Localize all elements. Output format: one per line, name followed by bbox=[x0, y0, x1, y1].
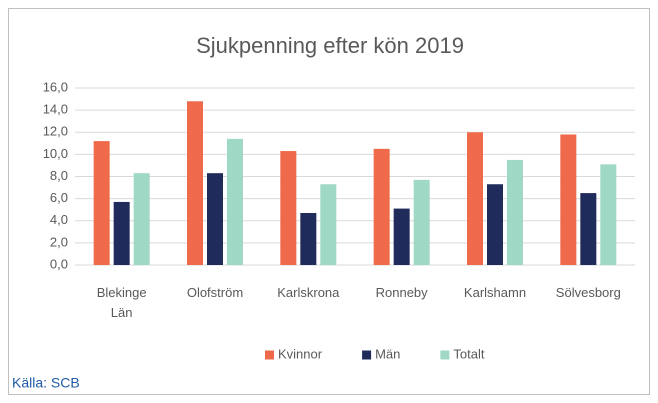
y-tick-label: 10,0 bbox=[43, 146, 68, 161]
y-tick-label: 16,0 bbox=[43, 79, 68, 94]
legend-label: Män bbox=[375, 346, 400, 361]
x-tick-label: Karlshamn bbox=[463, 285, 527, 300]
legend-label: Totalt bbox=[453, 346, 484, 361]
bar bbox=[187, 101, 203, 266]
bar bbox=[373, 148, 390, 265]
bar bbox=[467, 132, 483, 265]
bar bbox=[320, 184, 337, 265]
y-tick-label: 6,0 bbox=[50, 190, 68, 205]
bar bbox=[580, 193, 597, 265]
bar bbox=[207, 173, 223, 265]
bar bbox=[300, 213, 317, 265]
bar bbox=[600, 164, 617, 265]
bar bbox=[487, 184, 503, 265]
y-tick-label: 4,0 bbox=[50, 212, 68, 227]
y-tick-label: 2,0 bbox=[50, 234, 68, 249]
x-tick-label: Olofström bbox=[186, 285, 244, 300]
chart-title: Sjukpenning efter kön 2019 bbox=[196, 33, 464, 58]
bar bbox=[227, 138, 243, 265]
bar bbox=[280, 151, 297, 265]
legend-swatch bbox=[362, 350, 372, 360]
bar bbox=[560, 134, 577, 265]
bar bbox=[113, 201, 130, 265]
y-tick-label: 8,0 bbox=[50, 168, 68, 183]
legend-label: Kvinnor bbox=[278, 346, 323, 361]
x-tick-label: Ronneby bbox=[375, 285, 428, 300]
legend-swatch bbox=[265, 350, 274, 360]
bar bbox=[93, 141, 110, 265]
legend-swatch bbox=[440, 350, 450, 360]
y-tick-label: 14,0 bbox=[43, 102, 68, 117]
x-tick-label: Blekinge Län bbox=[96, 285, 147, 320]
bar bbox=[133, 173, 150, 265]
y-tick-label: 0,0 bbox=[50, 256, 68, 271]
bar bbox=[507, 159, 523, 265]
bar bbox=[393, 208, 410, 265]
x-tick-label: Karlskrona bbox=[277, 285, 340, 300]
source: Källa: SCB bbox=[12, 375, 80, 391]
bar bbox=[413, 179, 430, 265]
x-tick-label: Sölvesborg bbox=[555, 285, 621, 300]
y-tick-label: 12,0 bbox=[43, 124, 68, 139]
